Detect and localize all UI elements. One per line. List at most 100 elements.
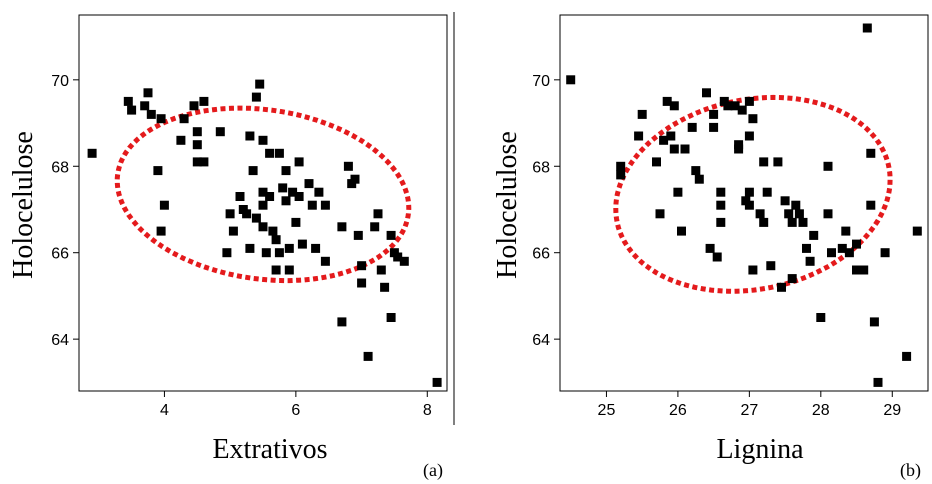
data-point <box>192 140 202 150</box>
x-tick-label: 25 <box>598 402 616 419</box>
y-tick-label: 70 <box>51 73 69 90</box>
data-point <box>225 209 235 219</box>
data-point <box>343 161 353 171</box>
data-point <box>353 230 363 240</box>
data-point <box>716 200 726 210</box>
data-point <box>862 23 872 33</box>
data-point <box>734 144 744 154</box>
data-point <box>637 109 647 119</box>
data-point <box>873 377 883 387</box>
data-point <box>268 226 278 236</box>
data-point <box>823 209 833 219</box>
data-point <box>912 226 922 236</box>
ellipse-path <box>114 105 412 284</box>
data-point <box>716 187 726 197</box>
data-point <box>723 101 733 111</box>
y-tick-label: 66 <box>51 246 69 263</box>
data-point <box>199 157 209 167</box>
data-point <box>744 187 754 197</box>
data-point <box>666 131 676 141</box>
data-point <box>274 248 284 258</box>
data-point <box>852 265 861 275</box>
data-point <box>363 351 373 361</box>
data-point <box>258 135 268 145</box>
data-point <box>251 213 261 223</box>
plot-frame-b <box>559 14 929 392</box>
data-point <box>673 187 683 197</box>
data-points-a <box>87 79 442 387</box>
y-tick-label: 68 <box>532 159 550 176</box>
data-point <box>762 187 772 197</box>
data-points-b <box>566 23 922 387</box>
data-point <box>307 200 317 210</box>
data-point <box>179 114 189 124</box>
confidence-ellipse-a <box>114 105 412 284</box>
data-point <box>199 96 209 106</box>
data-point <box>744 200 754 210</box>
data-point <box>294 192 304 201</box>
data-point <box>705 243 715 253</box>
x-tick-label: 8 <box>423 402 432 419</box>
data-point <box>748 265 758 275</box>
data-point <box>399 256 409 266</box>
data-point <box>261 248 271 258</box>
x-tick-label: 6 <box>291 402 300 419</box>
data-point <box>320 256 330 266</box>
data-point <box>634 131 644 141</box>
data-point <box>278 183 288 193</box>
data-point <box>123 96 133 106</box>
data-point <box>902 351 912 361</box>
data-point <box>730 101 740 111</box>
data-point <box>680 144 690 154</box>
data-point <box>709 122 719 132</box>
data-point <box>432 377 442 387</box>
y-tick-label: 68 <box>51 159 69 176</box>
data-point <box>386 230 396 240</box>
data-point <box>655 209 665 219</box>
data-point <box>794 209 804 219</box>
data-point <box>687 122 697 132</box>
data-point <box>284 243 294 253</box>
data-point <box>304 179 314 189</box>
data-point <box>258 222 268 232</box>
plot-frame-a <box>78 14 448 392</box>
data-point <box>140 101 150 111</box>
data-point <box>827 248 836 258</box>
x-axis-title-a: Extrativos <box>212 434 327 465</box>
data-point <box>274 148 284 158</box>
data-point <box>297 239 307 249</box>
y-tick-label: 64 <box>532 332 550 349</box>
data-point <box>153 166 163 176</box>
data-point <box>357 278 367 288</box>
data-point <box>809 230 819 240</box>
data-point <box>852 239 861 249</box>
ellipse-path <box>613 94 893 294</box>
data-point <box>127 105 137 115</box>
data-point <box>759 217 769 227</box>
x-tick-label: 29 <box>883 402 901 419</box>
data-point <box>662 96 672 106</box>
data-point <box>780 196 790 206</box>
panel-label-a: (a) <box>423 460 443 481</box>
data-point <box>248 166 258 176</box>
data-point <box>837 243 847 253</box>
data-point <box>841 226 851 236</box>
y-axis-title-a: Holocelulose <box>8 131 39 279</box>
data-point <box>712 252 722 262</box>
data-point <box>87 148 97 158</box>
panel-label-b: (b) <box>900 460 921 481</box>
data-point <box>380 282 390 292</box>
data-point <box>755 209 765 219</box>
data-point <box>816 313 826 322</box>
data-point <box>823 161 833 171</box>
confidence-ellipse-b <box>613 94 893 294</box>
data-point <box>373 209 383 219</box>
data-point <box>773 157 783 167</box>
data-point <box>784 209 794 219</box>
data-point <box>798 217 808 227</box>
data-point <box>245 131 255 141</box>
data-point <box>258 187 268 197</box>
data-point <box>281 166 291 176</box>
